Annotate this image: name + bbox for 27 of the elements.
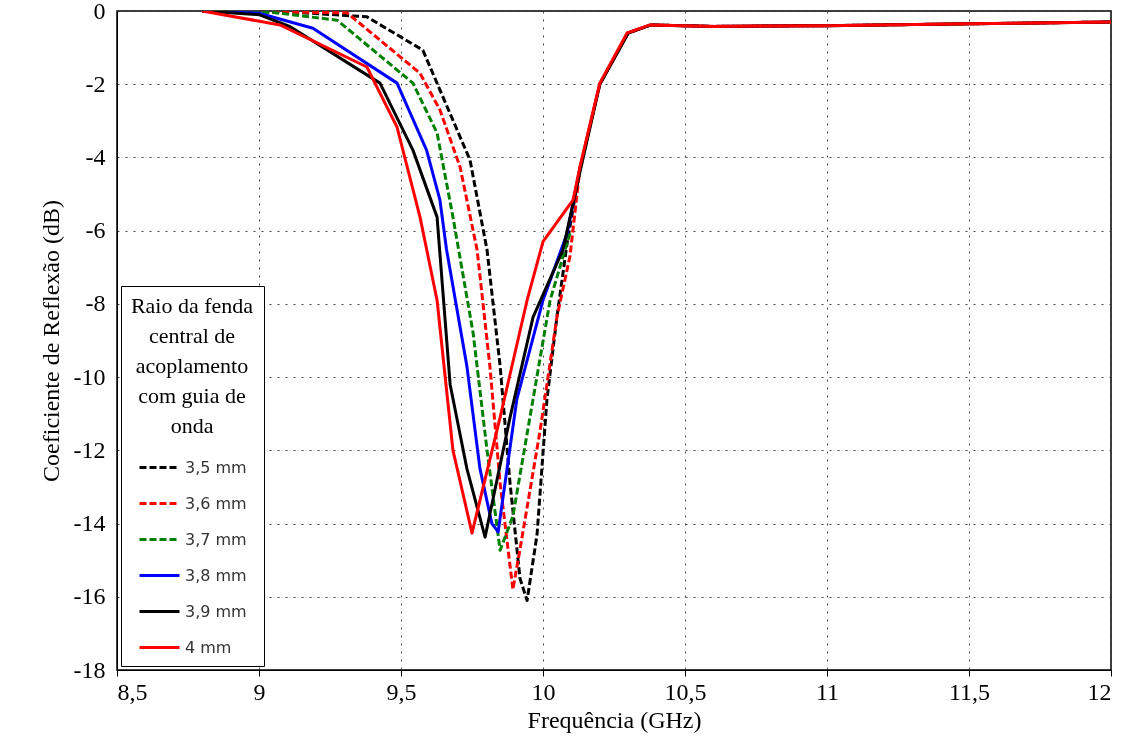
x-tick-label: 8,5 [117, 678, 148, 705]
legend-label: 3,8 mm [185, 565, 247, 585]
y-tick-label: -10 [73, 363, 106, 390]
x-tick-label: 11 [815, 678, 840, 705]
x-tick-label: 10 [531, 678, 556, 705]
legend-label: 4 mm [185, 637, 232, 657]
legend-label: 3,5 mm [185, 457, 247, 477]
legend-label: 3,9 mm [185, 601, 247, 621]
y-tick-label: -16 [73, 583, 106, 610]
y-tick-label: -6 [85, 217, 106, 244]
x-tick-label: 10,5 [664, 678, 707, 705]
y-tick-label: -12 [73, 436, 106, 463]
legend-label: 3,6 mm [185, 493, 247, 513]
x-tick-label: 12 [1087, 678, 1112, 705]
legend-label: 3,7 mm [185, 529, 247, 549]
legend-title: Raio da fenda central de acoplamento com guia de onda [130, 293, 254, 438]
y-tick-label: -8 [85, 290, 106, 317]
y-tick-label: -14 [73, 510, 106, 537]
x-tick-label: 9 [253, 678, 266, 705]
x-tick-label: 9,5 [386, 678, 417, 705]
x-tick-label: 11,5 [948, 678, 991, 705]
y-tick-label: -2 [85, 70, 106, 97]
y-tick-label: -18 [73, 656, 106, 683]
y-tick-label: 0 [93, 0, 106, 24]
x-axis-title: Frequência (GHz) [527, 706, 702, 733]
y-tick-label: -4 [85, 143, 106, 170]
y-axis-title: Coeficiente de Reflexão (dB) [37, 200, 64, 482]
